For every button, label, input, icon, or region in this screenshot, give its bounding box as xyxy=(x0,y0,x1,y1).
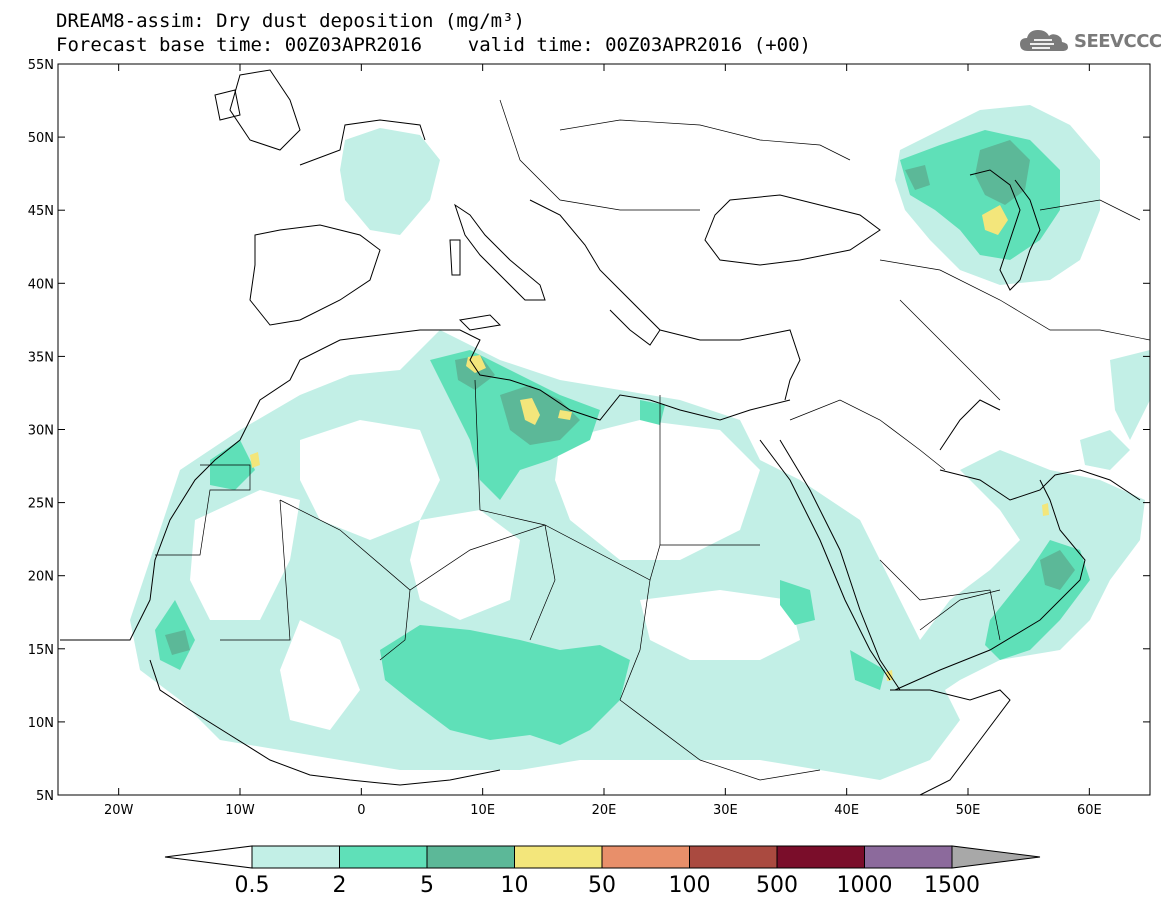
colorbar-swatch xyxy=(514,845,603,869)
lon-label: 60E xyxy=(1077,803,1102,818)
colorbar-label: 100 xyxy=(669,873,711,898)
map-subtitle: Forecast base time: 00Z03APR2016 valid t… xyxy=(56,34,811,56)
lat-label: 45N xyxy=(28,204,54,219)
colorbar-label: 500 xyxy=(756,873,798,898)
lon-label: 30E xyxy=(713,803,738,818)
colorbar-label: 5 xyxy=(420,873,434,898)
dust-field xyxy=(130,105,1150,780)
country-borders xyxy=(155,99,1150,781)
lat-label: 10N xyxy=(28,716,54,731)
lon-label: 40E xyxy=(834,803,859,818)
colorbar-label: 2 xyxy=(333,873,347,898)
colorbar-swatch xyxy=(251,845,340,869)
colorbar-swatch xyxy=(601,845,690,869)
colorbar-over-arrow xyxy=(951,845,1041,869)
colorbar-swatch xyxy=(426,845,515,869)
colorbar-swatch xyxy=(339,845,428,869)
logo-text: SEEVCCC xyxy=(1074,30,1162,52)
colorbar: 0.5 2 5 10 50 100 500 1000 1500 xyxy=(164,845,1041,898)
colorbar-label: 1500 xyxy=(924,873,980,898)
colorbar-label: 10 xyxy=(501,873,529,898)
lat-label: 25N xyxy=(28,497,54,512)
longitude-axis: 20W 10W 0 10E 20E 30E 40E 50E 60E xyxy=(104,64,1102,818)
map-title: DREAM8-assim: Dry dust deposition (mg/m³… xyxy=(56,10,525,32)
lon-label: 50E xyxy=(956,803,981,818)
colorbar-swatch xyxy=(776,845,865,869)
lat-label: 40N xyxy=(28,277,54,292)
seevccc-logo: SEEVCCC xyxy=(1018,26,1162,56)
lon-label: 0 xyxy=(357,803,365,818)
lat-label: 55N xyxy=(28,58,54,73)
lat-label: 15N xyxy=(28,643,54,658)
colorbar-swatch xyxy=(864,845,953,869)
colorbar-label: 50 xyxy=(588,873,616,898)
lat-label: 5N xyxy=(36,789,54,804)
cloud-icon xyxy=(1020,30,1068,51)
lat-label: 30N xyxy=(28,424,54,439)
colorbar-swatch xyxy=(689,845,778,869)
lon-label: 20E xyxy=(592,803,617,818)
lat-label: 50N xyxy=(28,131,54,146)
lon-label: 20W xyxy=(104,803,134,818)
colorbar-label: 1000 xyxy=(837,873,893,898)
lat-label: 35N xyxy=(28,350,54,365)
lon-label: 10W xyxy=(225,803,255,818)
colorbar-label: 0.5 xyxy=(235,873,270,898)
dust-level-none xyxy=(190,420,800,730)
lon-label: 10E xyxy=(470,803,495,818)
dust-level-very-high xyxy=(250,205,1049,681)
coastlines xyxy=(60,69,1141,795)
lat-label: 20N xyxy=(28,570,54,585)
latitude-axis: 55N 50N 45N 40N 35N 30N 25N 20N 15N 10N 5N xyxy=(28,58,1150,804)
colorbar-under-arrow xyxy=(164,845,253,869)
